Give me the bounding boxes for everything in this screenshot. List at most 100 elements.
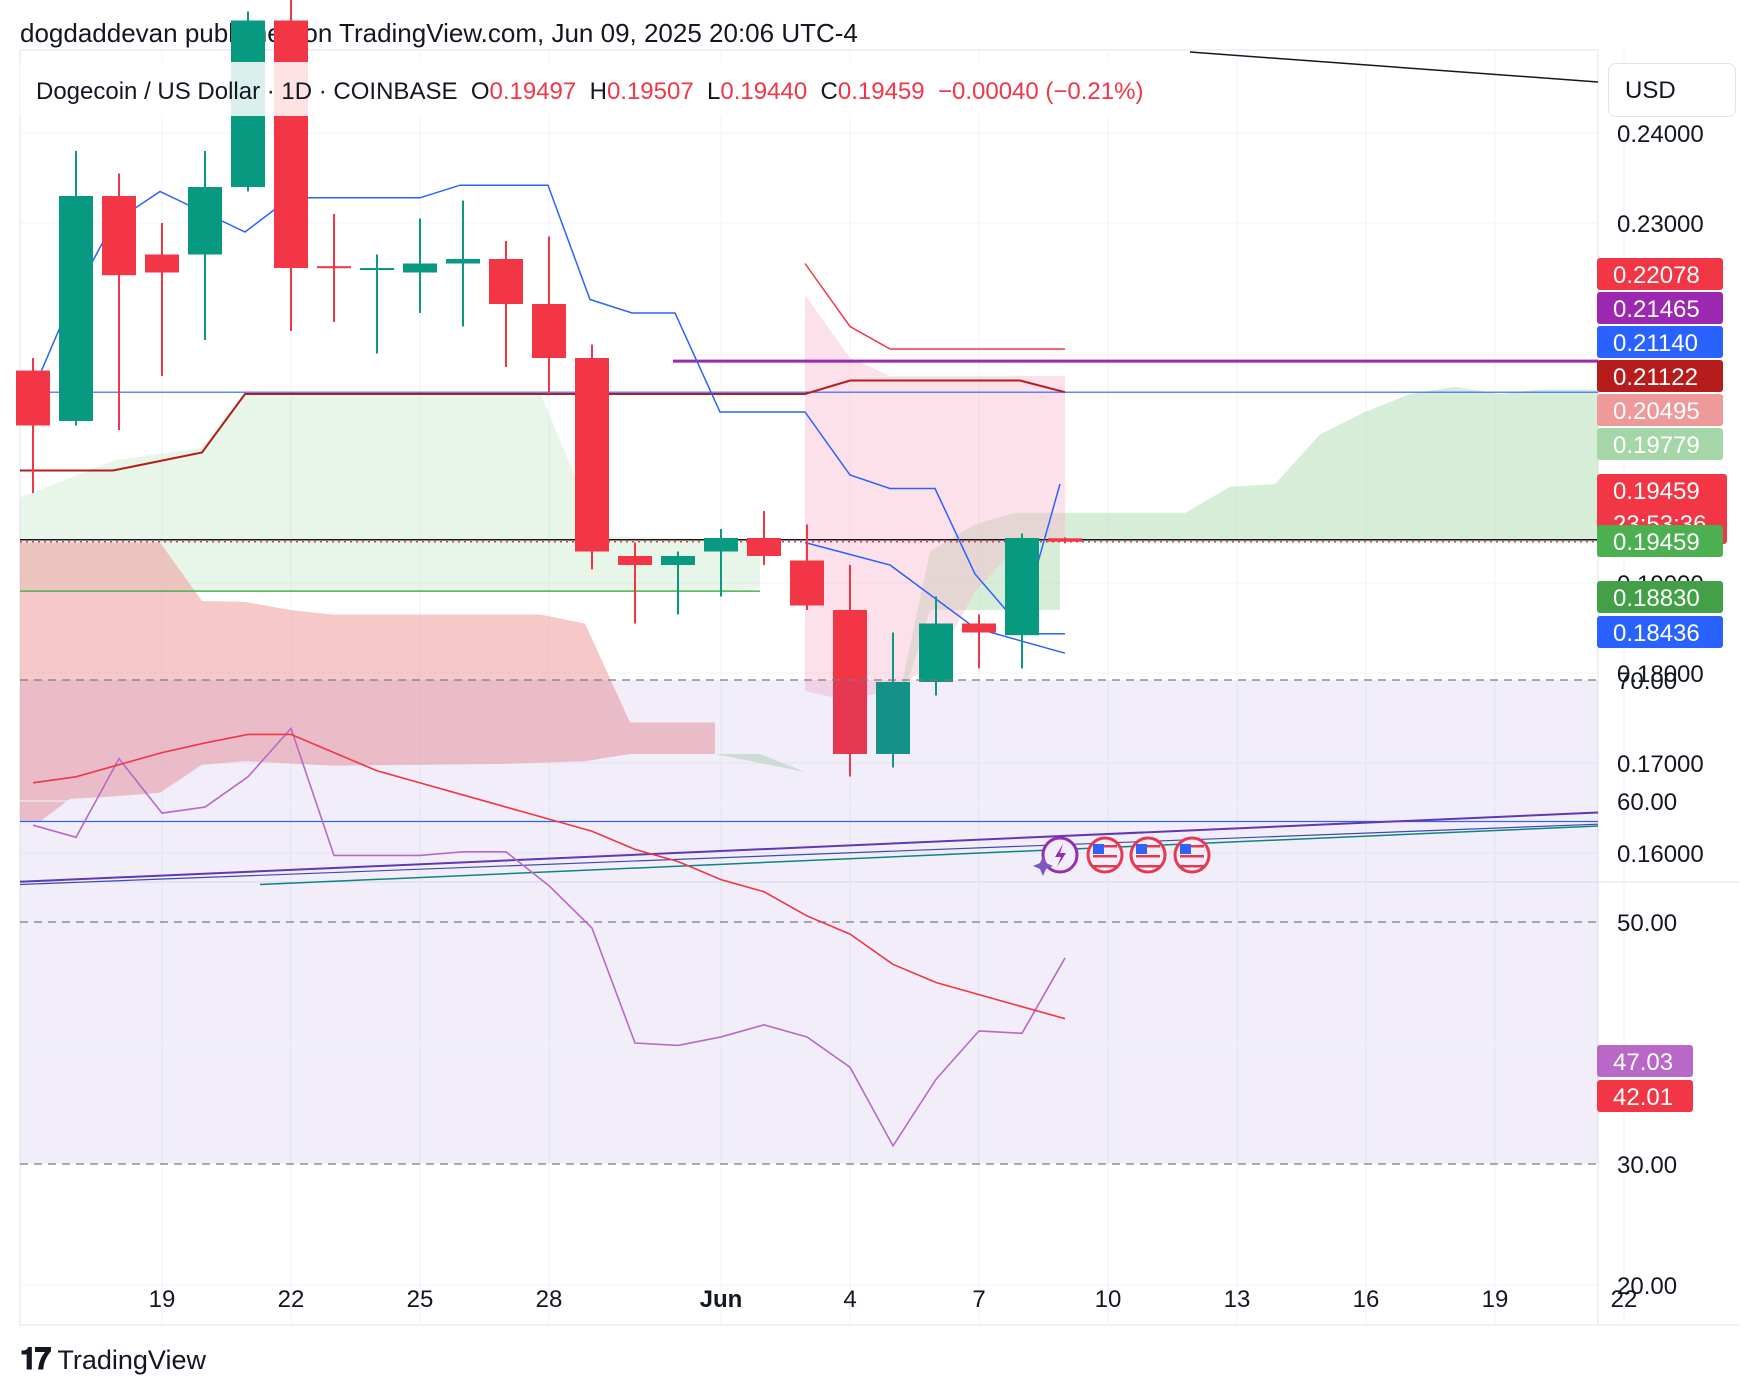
legend-open-value: 0.19497 xyxy=(489,78,576,105)
candle xyxy=(446,200,480,327)
x-tick-label: 22 xyxy=(1611,1286,1638,1313)
y-tick-label: 0.18000 xyxy=(1617,661,1704,688)
x-tick-label: 25 xyxy=(407,1286,434,1313)
flag-canton xyxy=(1136,844,1147,854)
rsi-label-text: 47.03 xyxy=(1613,1049,1673,1076)
currency-button[interactable]: USD xyxy=(1608,63,1736,117)
price-label-bg xyxy=(1597,360,1723,392)
candle-body xyxy=(59,196,93,421)
flag-stripe xyxy=(1180,855,1204,858)
price-label-bg xyxy=(1597,292,1723,324)
legend-background xyxy=(20,62,1195,116)
price-label-text: 0.20495 xyxy=(1613,398,1700,425)
price-label-bg xyxy=(1597,428,1723,460)
us-flag-icon[interactable] xyxy=(1129,836,1167,874)
legend-low-label: L xyxy=(707,78,720,105)
trendline-blue xyxy=(19,823,1599,886)
flag-stripe xyxy=(1136,845,1160,848)
price-axis-label: 0.22078 xyxy=(1597,258,1723,290)
candle xyxy=(102,173,136,430)
price-axis-label: 0.21465 xyxy=(1597,292,1723,324)
flag-stripe xyxy=(1093,860,1117,863)
price-axis-label: 0.21140 xyxy=(1597,326,1723,358)
footer-brand-label: TradingView xyxy=(57,1344,206,1375)
rsi-ma-line xyxy=(32,733,1066,1020)
rsi-y-tick-label: 30.00 xyxy=(1617,1152,1677,1179)
legend-open-label: O xyxy=(471,78,490,105)
candle-body xyxy=(661,556,695,565)
rsi-label-text: 42.01 xyxy=(1613,1084,1673,1111)
flag-stripe xyxy=(1136,855,1160,858)
legend-high-label: H xyxy=(590,78,607,105)
footer-brand[interactable]: 𝟏𝟕 TradingView xyxy=(20,1343,206,1377)
rsi-label-bg xyxy=(1597,1080,1693,1112)
rsi-y-tick-label: 60.00 xyxy=(1617,789,1677,816)
flag-stripe xyxy=(1136,860,1160,863)
kijun-line xyxy=(20,379,1066,472)
price-axis-label: 0.20495 xyxy=(1597,394,1723,426)
ichimoku-cloud-bullish xyxy=(715,386,1598,772)
legend-symbol: Dogecoin / US Dollar · 1D · COINBASE xyxy=(36,78,457,105)
flag-stripe xyxy=(1093,865,1117,868)
flag-stripe xyxy=(1180,860,1204,863)
legend-close-label: C xyxy=(821,78,838,105)
price-label-text: 0.22078 xyxy=(1613,262,1700,289)
lightning-icon-bolt xyxy=(1055,844,1066,867)
candle xyxy=(704,529,738,597)
flag-stripe xyxy=(1180,845,1204,848)
candle xyxy=(790,524,824,610)
rsi-line xyxy=(32,726,1066,1148)
flag-stripe xyxy=(1180,865,1204,868)
tenkan-line xyxy=(19,184,1061,628)
flag-canton xyxy=(1093,844,1104,854)
price-axis-label: 0.21122 xyxy=(1597,360,1723,392)
x-tick-label: Jun xyxy=(700,1286,743,1313)
candle xyxy=(618,542,652,624)
candle xyxy=(403,218,437,313)
rsi-value-label: 42.01 xyxy=(1597,1080,1693,1112)
price-axis-label: 0.18830 xyxy=(1597,581,1723,613)
x-tick-label: 19 xyxy=(1482,1286,1509,1313)
lightning-icon[interactable] xyxy=(1033,836,1079,876)
candle xyxy=(876,632,910,768)
legend: Dogecoin / US Dollar · 1D · COINBASE O0.… xyxy=(36,78,1143,105)
candle xyxy=(59,151,93,426)
x-tick-label: 16 xyxy=(1353,1286,1380,1313)
candle xyxy=(919,596,953,696)
candle-body xyxy=(575,358,609,552)
candle-body xyxy=(274,20,308,268)
x-tick-label: 28 xyxy=(536,1286,563,1313)
price-axis-label: 0.19779 xyxy=(1597,428,1723,460)
candle-body xyxy=(360,268,394,270)
candle xyxy=(575,344,609,570)
y-tick-label: 0.24000 xyxy=(1617,121,1704,148)
x-tick-label: 19 xyxy=(149,1286,176,1313)
price-label-text: 0.18830 xyxy=(1613,585,1700,612)
price-label-bg xyxy=(1597,581,1723,613)
price-axis-label: 0.18436 xyxy=(1597,616,1723,648)
x-tick-label: 7 xyxy=(972,1286,985,1313)
candle xyxy=(962,614,996,669)
candle-body xyxy=(790,560,824,606)
price-label-bg xyxy=(1597,525,1723,557)
lower-blue-line xyxy=(804,541,1066,654)
candle-body xyxy=(317,266,351,269)
candle-body xyxy=(1048,538,1082,542)
us-flag-icon[interactable] xyxy=(1173,836,1211,874)
candle-body xyxy=(747,538,781,556)
price-label-bg xyxy=(1597,258,1723,290)
candle-body xyxy=(876,682,910,754)
price-label-text: 0.21122 xyxy=(1613,364,1698,391)
candle xyxy=(532,236,566,394)
x-tick-label: 10 xyxy=(1095,1286,1122,1313)
price-label-text: 0.19459 xyxy=(1613,529,1700,556)
candle-body xyxy=(704,538,738,552)
y-tick-label: 0.23000 xyxy=(1617,211,1704,238)
ichimoku-cloud-bearish xyxy=(20,542,715,822)
legend-low-value: 0.19440 xyxy=(720,78,807,105)
candle-body xyxy=(145,254,179,273)
us-flag-icon[interactable] xyxy=(1086,836,1124,874)
price-label-bg xyxy=(1597,394,1723,426)
candle xyxy=(274,0,308,331)
